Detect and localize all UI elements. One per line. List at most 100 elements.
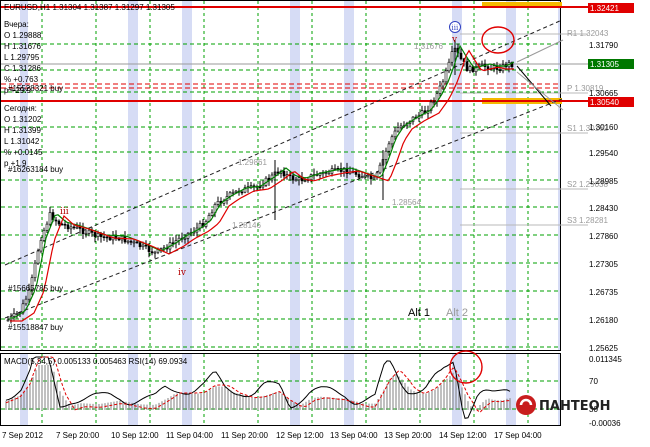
wave-iv-label: iv [178,268,187,278]
wave-iii-circle-label: iii [452,24,459,32]
session-band [128,354,138,425]
candle-body [297,177,301,181]
candle-body [234,190,238,193]
candle-body [135,241,139,244]
candle-body [150,251,154,254]
candle-body [342,167,346,172]
candle-body [231,191,235,194]
alt-projection-line [516,39,564,63]
candle-body [399,125,403,129]
r1-level-label: R1 1.32043 [567,29,609,38]
macd-rsi-plot [5,356,511,419]
candle-body [390,136,394,145]
indicator-tick: 0.011345 [589,355,622,364]
today-header: Сегодня: [4,104,37,113]
session-band [452,1,462,350]
top-red-price: 1.32421 [590,4,619,13]
candle-body [117,238,121,241]
support-price-box [588,97,634,107]
candle-body [360,176,364,179]
candle-body [459,52,463,60]
rsi-line [5,356,511,419]
candle-body [432,101,436,104]
s2-level-label: S2 1.29038 [567,180,608,189]
indicator-frame [0,353,561,426]
current-price: 1.31305 [590,60,619,69]
candle-body [6,319,10,322]
candle-body [147,245,151,252]
candle-body [183,237,187,240]
wave-iii-circle-icon [449,21,461,33]
candle-body [87,229,91,234]
alt1-label: Alt 1 [408,307,430,319]
yesterday-points: p +29.9 [4,86,31,95]
alt2-label: Alt 2 [446,307,468,319]
support-price: 1.30540 [590,98,619,107]
yesterday-high: H 1.31676 [4,42,41,51]
candle-body [498,69,502,72]
today-low: L 1.31042 [4,137,40,146]
candle-body [144,244,148,247]
pivot-level-label: P 1.30819 [567,84,604,93]
candle-body [24,298,28,305]
price-tick: 1.31790 [589,41,618,50]
candle-body [396,127,400,132]
price-tick: 1.28985 [589,177,618,186]
logo-icon [516,395,536,415]
candle-body [387,143,391,152]
yesterday-percent: % +0.763 [4,75,39,84]
session-band [20,1,28,350]
candle-body [84,233,88,235]
candle-body [33,262,37,279]
time-axis[interactable]: 7 Sep 2012 7 Sep 20:00 10 Sep 12:00 11 S… [2,431,542,440]
today-percent: % +0.0145 [4,148,43,157]
candle-body [63,223,67,226]
yesterday-open: O 1.29888 [4,31,42,40]
candle-body [54,219,58,222]
today-high: H 1.31399 [4,126,41,135]
price-tick: 1.29540 [589,149,618,158]
candle-body [129,240,133,243]
candle-body [96,233,100,237]
candle-body [393,130,397,138]
wave-iii-label: iii [60,207,69,217]
candle-body [48,212,52,225]
candle-body [30,277,34,290]
candle-body [378,164,382,174]
yesterday-close: C 1.31286 [4,64,41,73]
today-open: O 1.31202 [4,115,42,124]
candle-body [282,171,286,177]
candle-body [384,150,388,160]
session-band [290,354,300,425]
time-tick: 13 Sep 20:00 [384,431,432,440]
panteon-logo: ПАНТЕОН [516,395,611,415]
candle-body [93,232,97,237]
price-axis[interactable]: 1.31790 1.30665 1.30160 1.29540 1.28985 … [588,3,634,353]
candle-body [75,226,79,229]
alt-projection-line [516,71,564,111]
time-tick: 11 Sep 04:00 [166,431,214,440]
session-band [182,1,192,350]
candle-body [72,226,76,229]
candle-body [69,226,73,230]
order-label: #15528321 buy [8,84,63,93]
yesterday-low: L 1.29795 [4,53,40,62]
s1-level-label: S1 1.30162 [567,124,608,133]
candle-body [45,223,49,231]
candle-body [126,240,130,243]
order-label: #16263184 buy [8,165,63,174]
candle-body [474,66,478,73]
time-tick: 12 Sep 12:00 [276,431,324,440]
session-band [344,1,354,350]
candle-body [153,251,157,254]
price-tick: 1.27860 [589,232,618,241]
macd-highlight-circle-icon [449,350,483,384]
top-red-price-box [588,3,634,13]
price-tick: 1.30160 [589,123,618,132]
chart-title: EURUSD,H1 1.31304 1.31387 1.31297 1.3130… [4,3,175,12]
candle-body [36,250,40,264]
price-tick: 1.30665 [589,89,618,98]
session-band [452,354,462,425]
